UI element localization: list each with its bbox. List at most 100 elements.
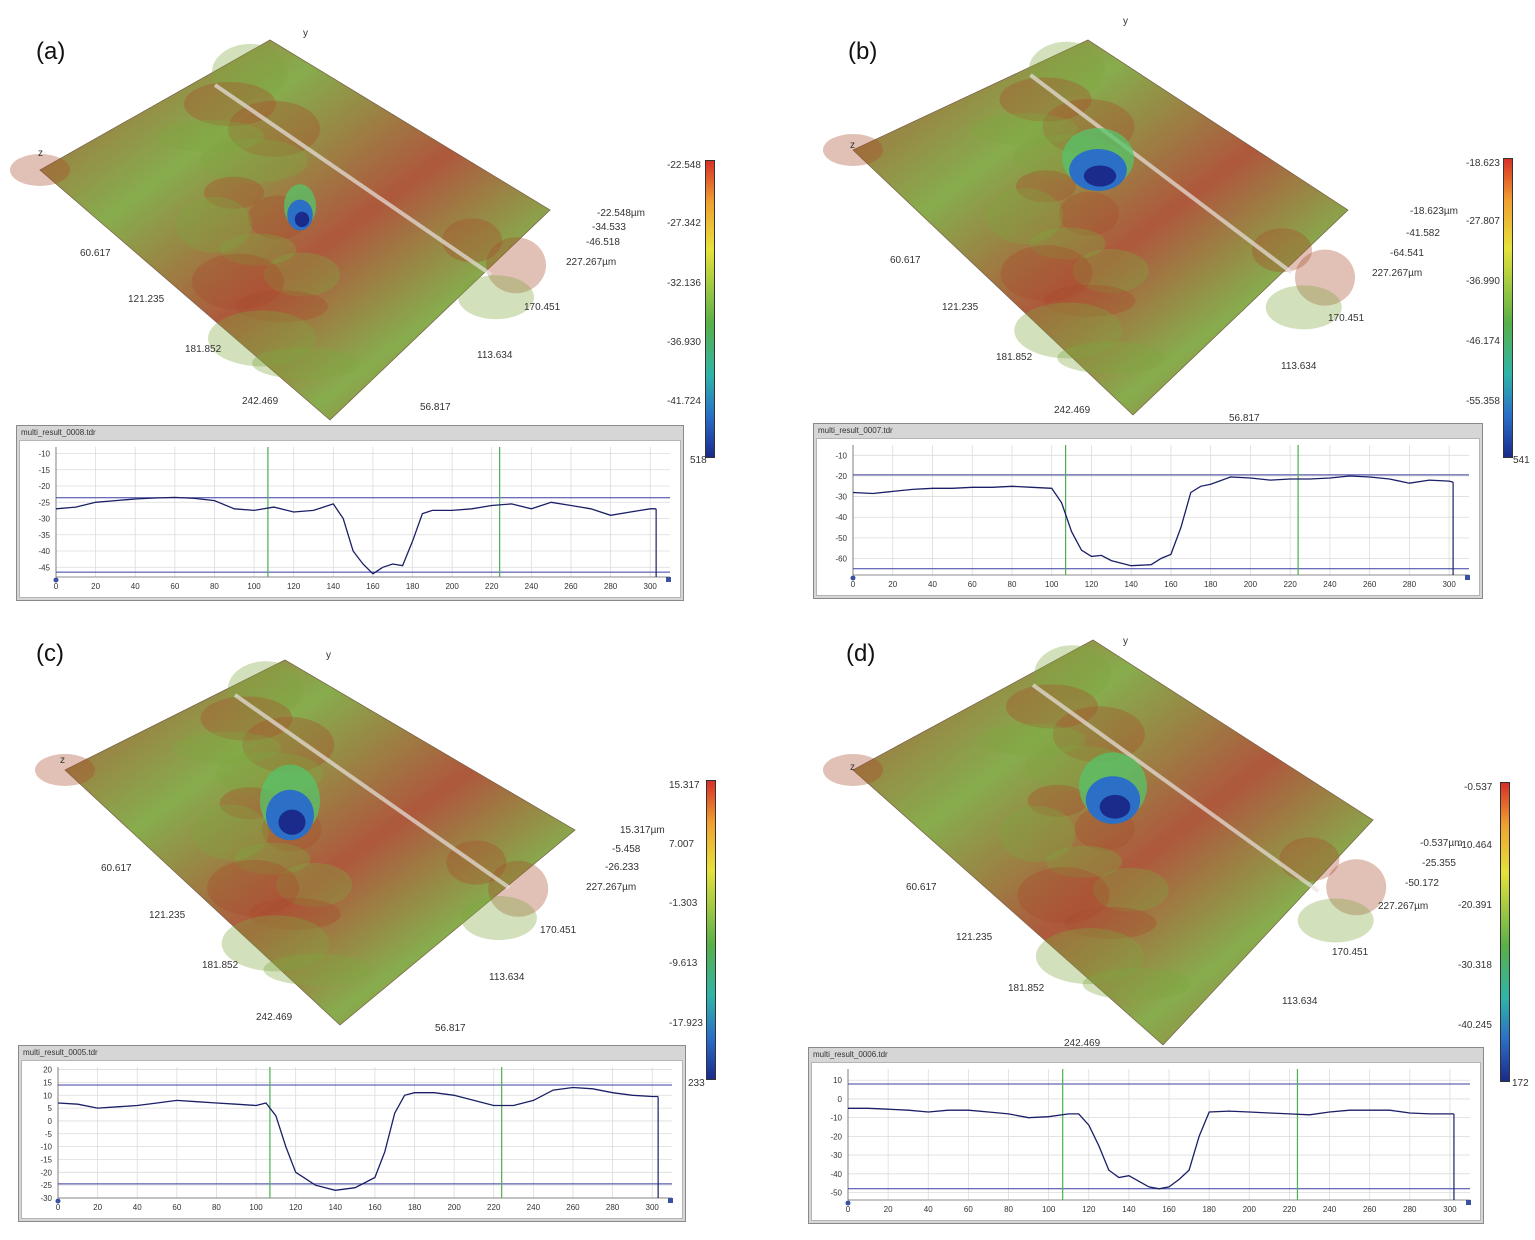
colorbar-tick: 15.317 <box>669 780 700 791</box>
profile-plot-area[interactable]: 0 20 40 60 80 100 120 140 160 180 200 220 240 260 280 3… <box>19 440 681 598</box>
readout-2: -25.355 <box>1422 858 1456 869</box>
profile-series <box>848 1107 1454 1190</box>
colorbar-tick: -36.930 <box>667 337 701 348</box>
colorbar-tick: 233 <box>688 1078 705 1089</box>
surface-patch <box>458 275 534 320</box>
profile-window[interactable]: multi_result_0008.tdr 0 20 40 60 80 100 120 140… <box>16 425 684 601</box>
surface-3d-view[interactable] <box>823 20 1443 440</box>
surface-patch <box>1027 784 1088 817</box>
surface-patch <box>1046 845 1123 878</box>
profile-chart: 0 20 40 60 80 100 120 140 160 180 200 220 240 260 280 3… <box>830 1069 1471 1214</box>
surface-patch <box>460 896 537 941</box>
y-tick-label: 0 <box>48 1117 53 1126</box>
x-tick-label: 100 <box>247 582 261 591</box>
range-handle-right <box>668 1198 673 1203</box>
x-tick-label: 20 <box>93 1203 102 1212</box>
x-tick-label: 260 <box>1363 580 1377 589</box>
y-tick-3: 56.817 <box>1229 413 1260 424</box>
x-tick-label: 20 <box>91 582 100 591</box>
profile-window[interactable]: multi_result_0005.tdr 0 20 40 60 80 100 120 140… <box>18 1045 686 1222</box>
panel-d: (d) z y 60.617 121.235 181.852 242.469 1… <box>768 620 1535 1240</box>
y-tick-label: -10 <box>38 450 50 459</box>
colorbar-tick: -17.923 <box>669 1018 703 1029</box>
x-tick-label: 20 <box>884 1205 893 1214</box>
surface-patch <box>220 233 296 266</box>
panel-c: (c) z y 60.617 121.235 181.852 242.469 1… <box>0 620 768 1240</box>
profile-window[interactable]: multi_result_0007.tdr 0 20 40 60 80 100 120 140… <box>813 423 1483 599</box>
panel-label: (b) <box>848 38 878 65</box>
surface-patch <box>488 860 549 917</box>
surface-patch <box>1082 967 1191 1000</box>
y-tick-label: -30 <box>38 515 50 524</box>
colorbar-tick: -1.303 <box>669 898 698 909</box>
y-tick-label: 20 <box>43 1066 52 1075</box>
x-tick-label: 80 <box>1004 1205 1013 1214</box>
y-tick-1: 170.451 <box>524 302 561 313</box>
surface-mesh <box>852 639 1374 1046</box>
surface-3d-view[interactable] <box>10 10 630 430</box>
colorbar-tick: -46.174 <box>1466 336 1500 347</box>
surface-patch <box>977 723 1086 756</box>
x-tick-label: 200 <box>1243 1205 1257 1214</box>
surface-patch <box>1035 928 1144 985</box>
surface-patch <box>986 188 1063 245</box>
x-tick-1: 60.617 <box>101 863 132 874</box>
y-tick-label: -10 <box>830 1114 842 1123</box>
colorbar-tick: -40.245 <box>1458 1020 1492 1031</box>
y-tick-1: 170.451 <box>540 925 577 936</box>
x-tick-label: 100 <box>1045 580 1059 589</box>
x-tick-label: 60 <box>170 582 179 591</box>
y-tick-label: -15 <box>38 466 50 475</box>
panel-b: (b) z y 60.617 121.235 181.852 242.469 1… <box>768 0 1535 620</box>
surface-patch <box>176 196 252 253</box>
surface-mesh <box>39 39 551 421</box>
y-tick-label: -10 <box>40 1143 52 1152</box>
y-axis-label: y <box>303 28 308 39</box>
surface-patch <box>263 953 372 986</box>
surface-patch <box>221 915 330 972</box>
surface-patch <box>1016 170 1076 203</box>
x-tick-label: 200 <box>1244 580 1258 589</box>
colorbar-tick: -20.391 <box>1458 900 1492 911</box>
x-tick-label: 220 <box>485 582 499 591</box>
y-tick-label: -40 <box>38 547 50 556</box>
x-tick-label: 180 <box>406 582 420 591</box>
surface-3d-view[interactable] <box>35 630 645 1050</box>
window-title: multi_result_0006.tdr <box>813 1050 888 1059</box>
x-tick-label: 160 <box>1164 580 1178 589</box>
y-tick-3: 56.817 <box>435 1023 466 1034</box>
x-tick-1: 60.617 <box>906 882 937 893</box>
range-handle-right <box>1465 575 1470 580</box>
colorbar-tick: -36.990 <box>1466 276 1500 287</box>
y-tick-2: 113.634 <box>1282 996 1318 1007</box>
profile-plot-area[interactable]: 0 20 40 60 80 100 120 140 160 180 200 220 240 260 280 3… <box>811 1062 1481 1221</box>
x-tick-label: 240 <box>525 582 539 591</box>
profile-plot-area[interactable]: 0 20 40 60 80 100 120 140 160 180 200 220 240 260 280 3… <box>21 1060 683 1219</box>
color-scale-bar <box>1500 782 1510 1082</box>
window-title: multi_result_0008.tdr <box>21 428 96 437</box>
colorbar-tick: -9.613 <box>669 958 698 969</box>
y-tick-label: -20 <box>38 482 50 491</box>
x-tick-2: 121.235 <box>956 932 993 943</box>
pit-deepest <box>278 809 306 835</box>
x-tick-label: 240 <box>1323 1205 1337 1214</box>
x-tick-label: 200 <box>447 1203 461 1212</box>
x-tick-1: 60.617 <box>890 255 921 266</box>
x-tick-label: 140 <box>329 1203 343 1212</box>
readout-1: 15.317µm <box>620 825 665 836</box>
x-tick-label: 120 <box>1082 1205 1096 1214</box>
surface-patch <box>1059 191 1119 236</box>
profile-window[interactable]: multi_result_0006.tdr 0 20 40 60 80 100 120 140… <box>808 1047 1484 1224</box>
surface-patch <box>1017 867 1110 924</box>
window-title: multi_result_0007.tdr <box>818 426 893 435</box>
profile-plot-area[interactable]: 0 20 40 60 80 100 120 140 160 180 200 220 240 260 280 3… <box>816 438 1480 596</box>
x-tick-label: 260 <box>566 1203 580 1212</box>
x-tick-label: 240 <box>1323 580 1337 589</box>
surface-patch <box>212 44 288 100</box>
surface-patch <box>1295 249 1355 306</box>
surface-patch <box>999 77 1092 122</box>
surface-3d-view[interactable] <box>823 630 1443 1050</box>
x-tick-label: 40 <box>928 580 937 589</box>
x-tick-label: 0 <box>54 582 59 591</box>
surface-patch <box>234 842 311 875</box>
